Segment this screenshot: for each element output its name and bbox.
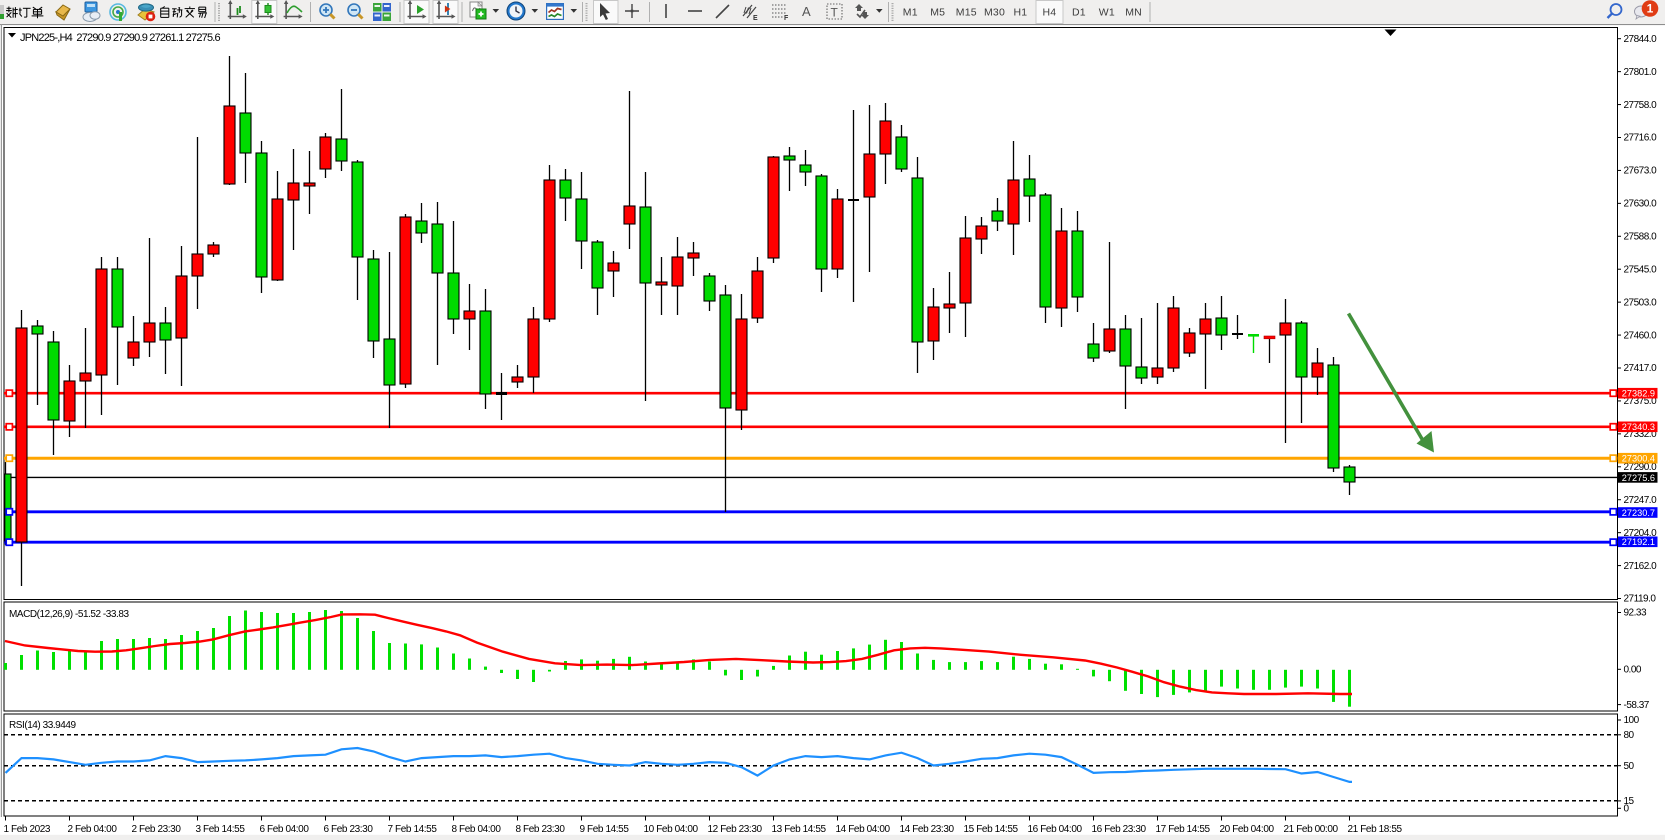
svg-text:27340.3: 27340.3 <box>1622 422 1655 432</box>
svg-text:W1: W1 <box>1099 7 1115 19</box>
svg-text:27673.0: 27673.0 <box>1624 166 1658 177</box>
svg-text:27332.0: 27332.0 <box>1624 429 1658 440</box>
svg-text:F: F <box>784 15 789 22</box>
svg-text:50: 50 <box>1624 761 1635 772</box>
svg-text:27119.0: 27119.0 <box>1624 594 1657 605</box>
svg-text:M15: M15 <box>956 7 977 19</box>
svg-text:MN: MN <box>1125 7 1142 19</box>
svg-text:13 Feb 14:55: 13 Feb 14:55 <box>772 824 827 835</box>
svg-text:27460.0: 27460.0 <box>1624 330 1658 341</box>
svg-text:21 Feb 18:55: 21 Feb 18:55 <box>1348 824 1403 835</box>
svg-text:27545.0: 27545.0 <box>1624 264 1658 275</box>
svg-text:D1: D1 <box>1072 7 1086 19</box>
svg-text:27300.4: 27300.4 <box>1622 454 1655 464</box>
svg-text:3 Feb 14:55: 3 Feb 14:55 <box>196 824 246 835</box>
svg-text:1 Feb 2023: 1 Feb 2023 <box>4 824 51 835</box>
svg-text:27275.6: 27275.6 <box>1622 473 1655 483</box>
svg-text:8 Feb 23:30: 8 Feb 23:30 <box>516 824 566 835</box>
svg-text:27503.0: 27503.0 <box>1624 297 1658 308</box>
svg-text:9 Feb 14:55: 9 Feb 14:55 <box>580 824 630 835</box>
svg-text:16 Feb 04:00: 16 Feb 04:00 <box>1028 824 1083 835</box>
svg-text:12 Feb 23:30: 12 Feb 23:30 <box>708 824 763 835</box>
svg-text:-58.37: -58.37 <box>1624 700 1650 711</box>
svg-text:21 Feb 00:00: 21 Feb 00:00 <box>1284 824 1339 835</box>
svg-text:M30: M30 <box>984 7 1005 19</box>
svg-text:M1: M1 <box>903 7 918 19</box>
svg-text:27630.0: 27630.0 <box>1624 199 1658 210</box>
svg-text:1: 1 <box>1647 2 1654 16</box>
svg-text:0: 0 <box>1624 804 1630 815</box>
svg-text:RSI(14) 33.9449: RSI(14) 33.9449 <box>9 720 77 731</box>
svg-text:27758.0: 27758.0 <box>1624 100 1658 111</box>
svg-text:27801.0: 27801.0 <box>1624 67 1658 78</box>
svg-text:T: T <box>831 6 839 20</box>
svg-text:92.33: 92.33 <box>1624 608 1647 619</box>
svg-text:100: 100 <box>1624 715 1640 726</box>
svg-text:0.00: 0.00 <box>1624 665 1642 676</box>
svg-text:MACD(12,26,9) -51.52 -33.83: MACD(12,26,9) -51.52 -33.83 <box>9 609 129 620</box>
svg-text:15 Feb 14:55: 15 Feb 14:55 <box>964 824 1019 835</box>
svg-text:2 Feb 23:30: 2 Feb 23:30 <box>132 824 182 835</box>
svg-text:27844.0: 27844.0 <box>1624 34 1658 45</box>
svg-text:17 Feb 14:55: 17 Feb 14:55 <box>1156 824 1211 835</box>
svg-text:27162.0: 27162.0 <box>1624 561 1658 572</box>
svg-text:27417.0: 27417.0 <box>1624 363 1658 374</box>
svg-text:27230.7: 27230.7 <box>1622 508 1655 518</box>
svg-text:27204.0: 27204.0 <box>1624 528 1658 539</box>
svg-text:27375.0: 27375.0 <box>1624 396 1658 407</box>
svg-text:27290.0: 27290.0 <box>1624 462 1658 473</box>
svg-text:8 Feb 04:00: 8 Feb 04:00 <box>452 824 502 835</box>
svg-text:80: 80 <box>1624 730 1635 741</box>
svg-text:27716.0: 27716.0 <box>1624 133 1658 144</box>
svg-text:27588.0: 27588.0 <box>1624 231 1658 242</box>
svg-text:H1: H1 <box>1013 7 1027 19</box>
svg-text:E: E <box>753 15 758 22</box>
svg-text:14 Feb 04:00: 14 Feb 04:00 <box>836 824 891 835</box>
svg-text:A: A <box>802 4 811 19</box>
svg-text:M5: M5 <box>930 7 945 19</box>
svg-text:2 Feb 04:00: 2 Feb 04:00 <box>68 824 118 835</box>
svg-text:H4: H4 <box>1042 7 1056 19</box>
svg-text:27192.1: 27192.1 <box>1622 537 1655 547</box>
svg-text:7 Feb 14:55: 7 Feb 14:55 <box>388 824 438 835</box>
svg-text:6 Feb 04:00: 6 Feb 04:00 <box>260 824 310 835</box>
svg-text:16 Feb 23:30: 16 Feb 23:30 <box>1092 824 1147 835</box>
svg-text:27382.9: 27382.9 <box>1622 389 1655 399</box>
svg-text:20 Feb 04:00: 20 Feb 04:00 <box>1220 824 1275 835</box>
svg-text:27247.0: 27247.0 <box>1624 495 1658 506</box>
svg-text:6 Feb 23:30: 6 Feb 23:30 <box>324 824 374 835</box>
svg-text:15: 15 <box>1624 796 1635 807</box>
svg-text:14 Feb 23:30: 14 Feb 23:30 <box>900 824 955 835</box>
svg-text:JPN225-,H4 27290.9 27290.9 27: JPN225-,H4 27290.9 27290.9 27261.1 27275… <box>20 32 221 44</box>
svg-text:10 Feb 04:00: 10 Feb 04:00 <box>644 824 699 835</box>
